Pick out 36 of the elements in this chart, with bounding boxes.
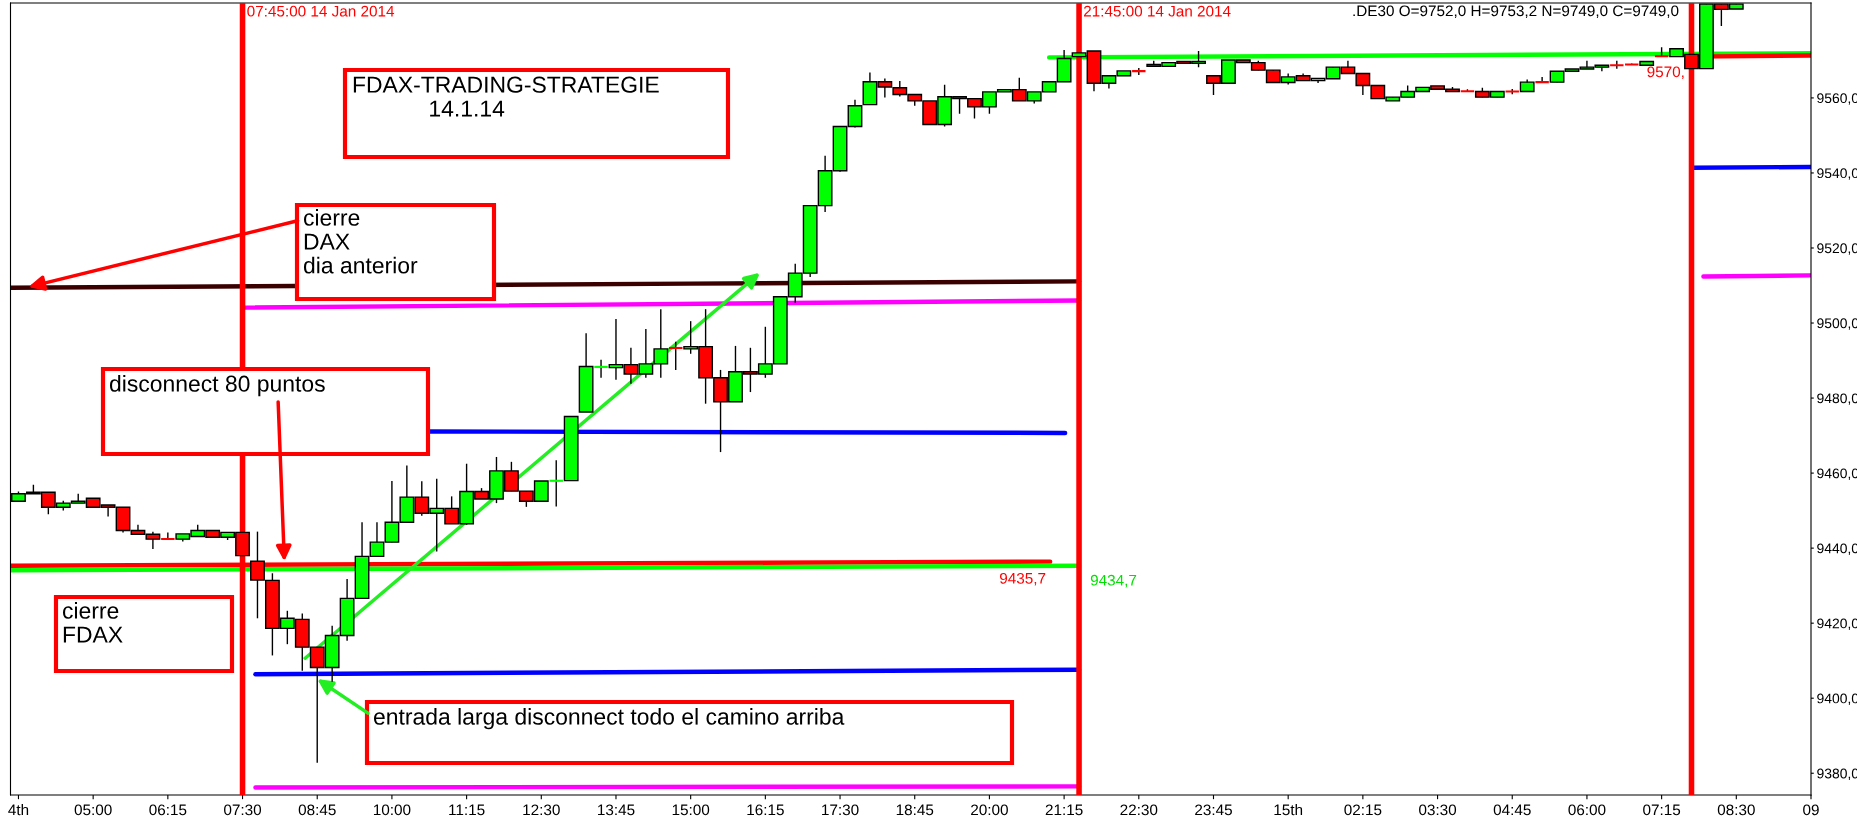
x-tick-label: 07:15 xyxy=(1643,804,1681,816)
annotation: cierre FDAX xyxy=(62,602,123,643)
x-tick-label: 13:45 xyxy=(598,804,635,816)
annotation: 9435,7 xyxy=(999,572,1046,586)
x-tick-label: 15:00 xyxy=(672,804,710,816)
annotation: cierre DAX dia anterior xyxy=(303,209,418,274)
annotation: FDAX-TRADING-STRATEGIE 14.1.14 xyxy=(353,76,659,117)
annotation: disconnect 80 puntos xyxy=(109,375,325,397)
x-tick-label: 06:15 xyxy=(149,804,187,816)
annotation: entrada larga disconnect todo el camino arriba xyxy=(373,708,845,730)
x-tick-label: 16:15 xyxy=(747,804,784,816)
x-tick-label: 05:00 xyxy=(74,804,112,816)
annotation: 9570, xyxy=(1647,66,1684,80)
x-tick-label: 17:30 xyxy=(822,804,859,816)
x-tick-label: 07:30 xyxy=(224,804,262,816)
x-tick-label: 18:45 xyxy=(896,804,934,816)
ref-line-label: 21:45:00 14 Jan 2014 xyxy=(1083,5,1231,17)
x-tick-label: 22:30 xyxy=(1120,804,1158,816)
annotation: .DE30 O=9752,0 H=9753,2 N=9749,0 C=9749,0 xyxy=(1353,5,1679,19)
x-tick-label: 09 xyxy=(1803,804,1819,816)
x-tick-label: 10:00 xyxy=(373,804,411,816)
x-tick-label: 08:30 xyxy=(1717,804,1755,816)
ref-line-label: 07:45:00 14 Jan 2014 xyxy=(247,5,395,17)
x-tick-label: 23:45 xyxy=(1195,804,1232,816)
x-tick-label: 21:15 xyxy=(1045,804,1083,816)
x-tick-label: 06:00 xyxy=(1568,804,1606,816)
x-tick-label: 12:30 xyxy=(523,804,560,816)
x-tick-label: 20:00 xyxy=(971,804,1008,816)
x-tick-label: 03:30 xyxy=(1419,804,1457,816)
x-tick-label: 02:15 xyxy=(1344,804,1382,816)
annotation: 9434,7 xyxy=(1090,574,1137,588)
x-tick-label: 11:15 xyxy=(449,804,485,816)
x-tick-label: 04:45 xyxy=(1493,804,1531,816)
x-tick-label: 15th xyxy=(1274,804,1303,816)
x-tick-label: 08:45 xyxy=(298,804,336,816)
x-tick-label: 4th xyxy=(8,804,29,816)
